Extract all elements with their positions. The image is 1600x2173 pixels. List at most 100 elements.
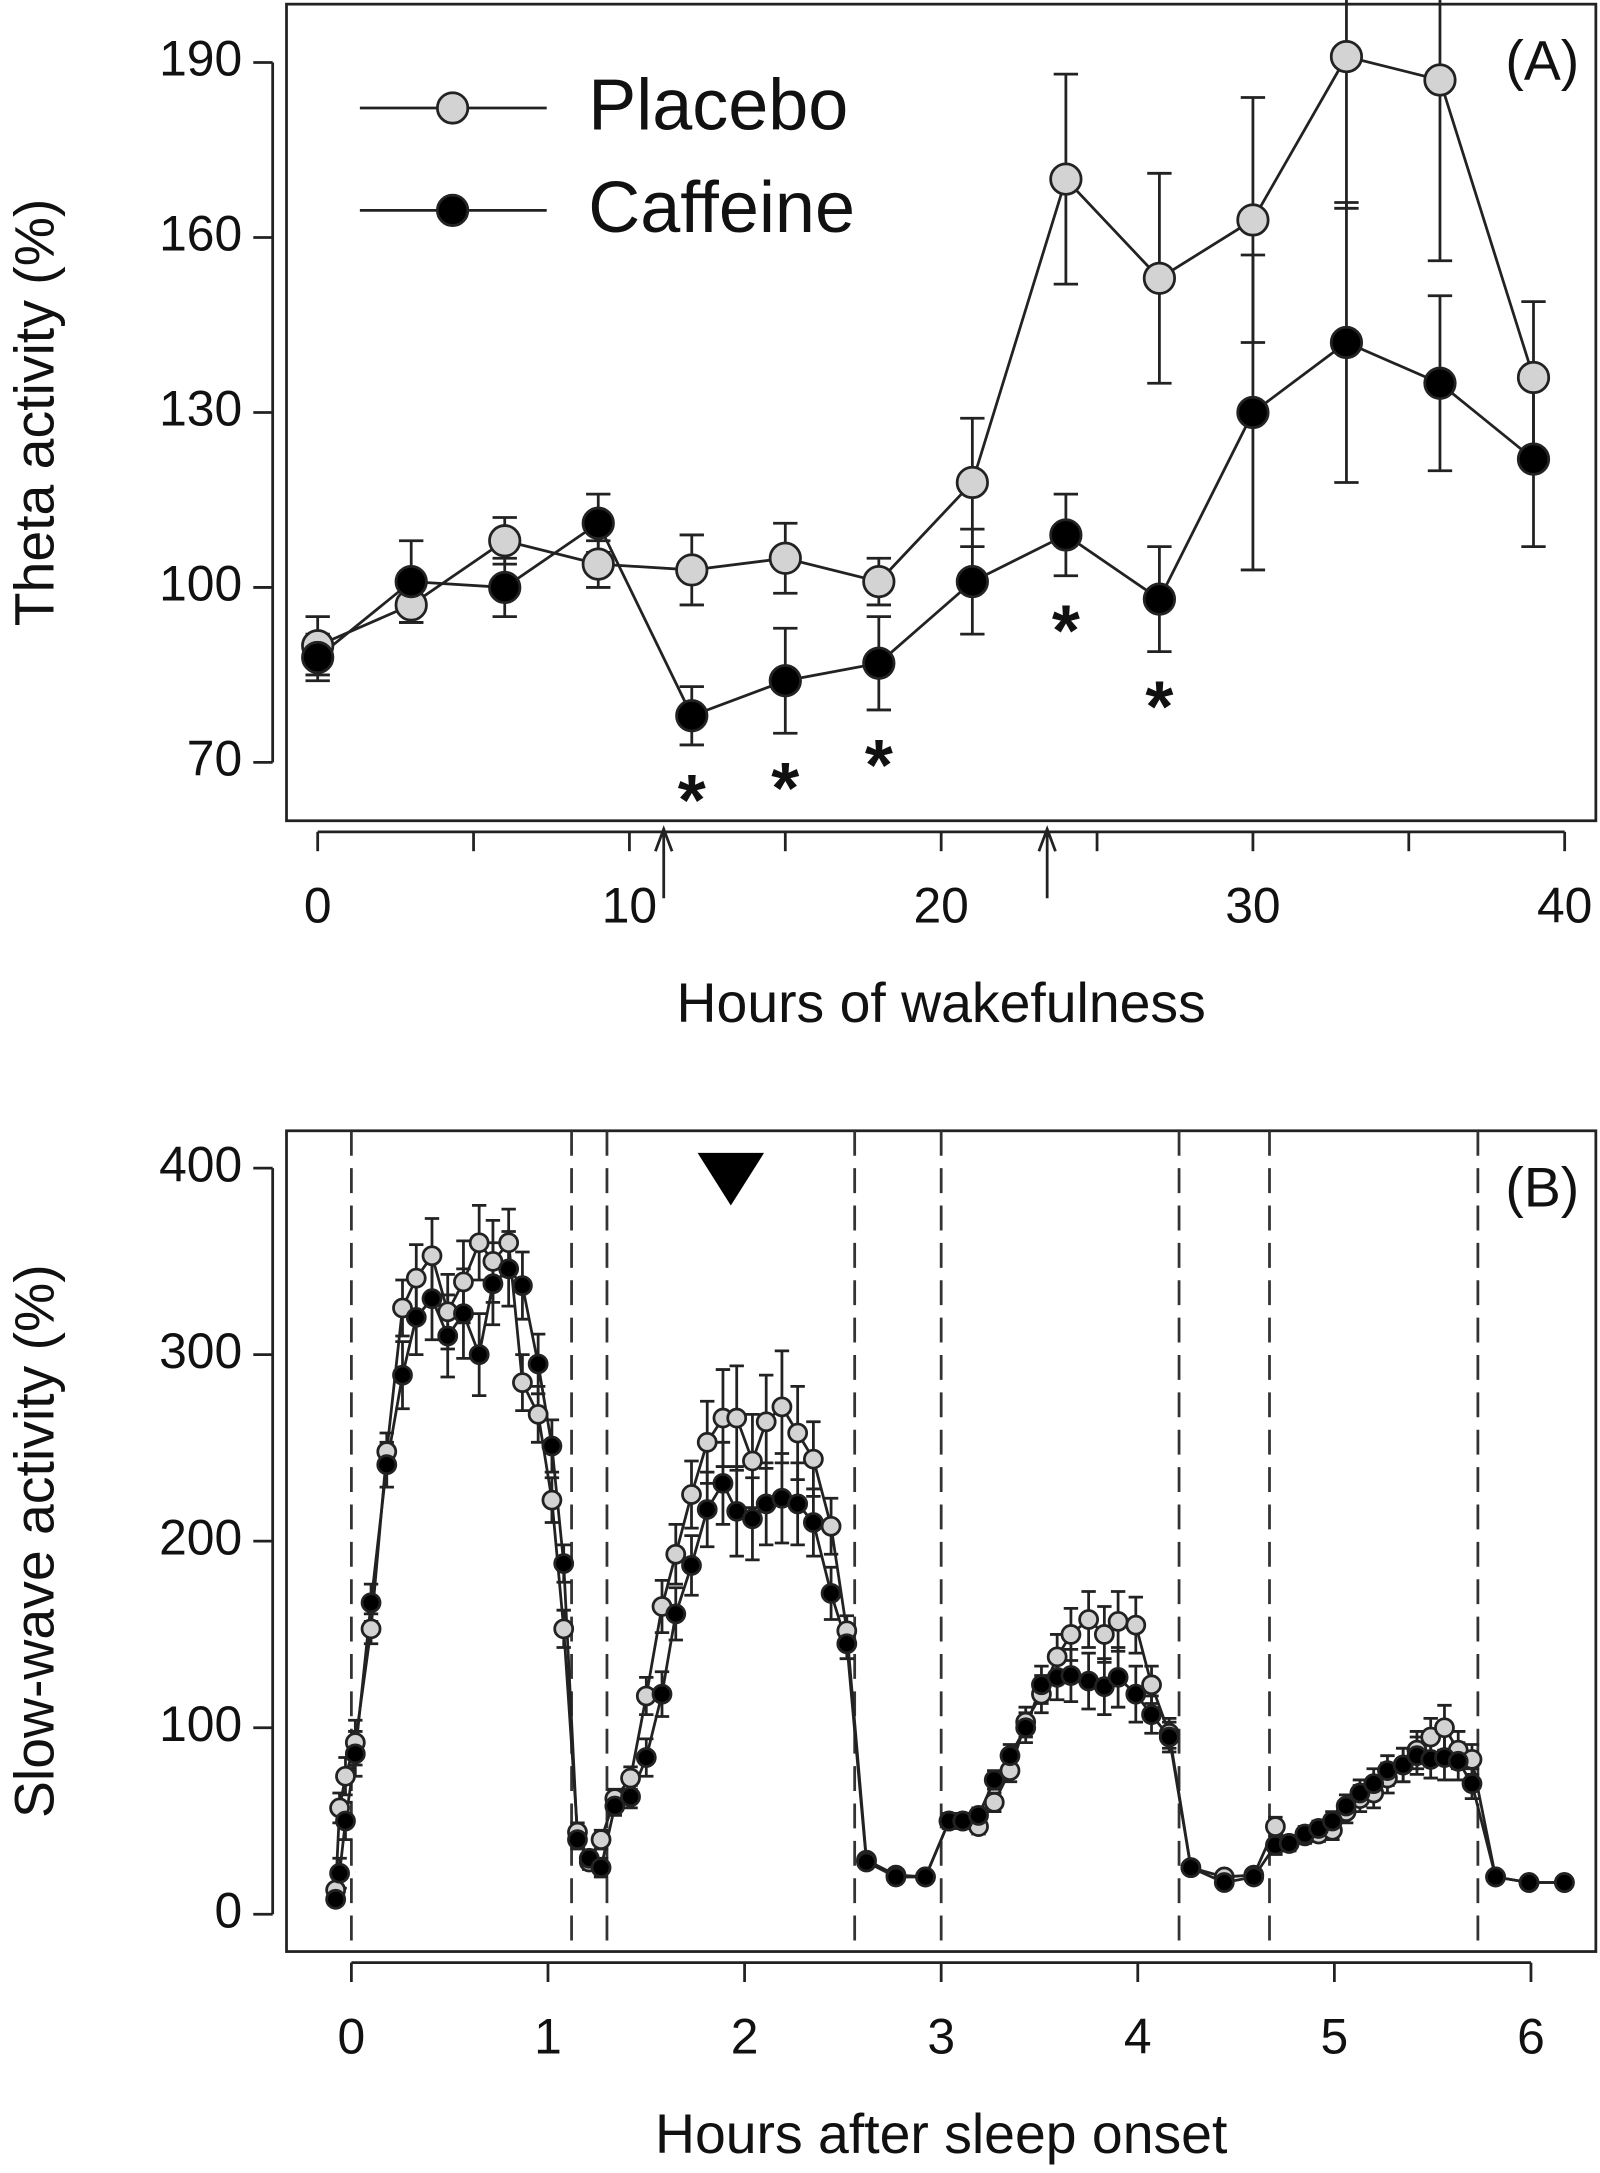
point <box>1329 325 1364 360</box>
point <box>325 1888 347 1910</box>
point <box>1363 1773 1385 1795</box>
point <box>968 1804 989 1826</box>
x-tick-label: 20 <box>913 877 968 933</box>
point <box>1078 1609 1100 1630</box>
point <box>329 1862 350 1884</box>
arrow <box>1037 825 1057 899</box>
panel-label: (B) <box>1505 1156 1579 1218</box>
point <box>1518 1872 1540 1893</box>
point <box>335 1810 356 1832</box>
x-axis-title: Hours of wakefulness <box>677 972 1206 1034</box>
plot-frame <box>285 2 1598 823</box>
point <box>1392 1754 1414 1776</box>
error-bar <box>1427 0 1453 263</box>
point <box>1278 1832 1300 1854</box>
x-tick-label: 10 <box>602 877 657 933</box>
point <box>360 1618 382 1640</box>
point <box>527 1403 549 1425</box>
point <box>635 1747 657 1768</box>
point <box>681 1555 702 1576</box>
x-tick-label: 5 <box>1321 2008 1349 2064</box>
point <box>1180 1857 1202 1878</box>
point <box>468 1232 490 1254</box>
significance-mark: * <box>1145 668 1173 748</box>
x-tick-label: 6 <box>1517 2008 1545 2064</box>
point <box>1015 1717 1037 1739</box>
x-tick-label: 0 <box>338 2008 366 2064</box>
point <box>567 1829 588 1851</box>
point <box>862 564 896 599</box>
point <box>1423 366 1457 400</box>
point <box>1093 1624 1115 1645</box>
point <box>498 1258 520 1280</box>
point <box>468 1344 490 1366</box>
point <box>1461 1773 1483 1795</box>
point <box>681 1484 702 1505</box>
point <box>488 524 522 558</box>
point <box>421 1288 443 1310</box>
point <box>488 570 522 605</box>
point <box>1516 360 1551 395</box>
point <box>675 699 709 733</box>
point <box>437 1325 459 1347</box>
point <box>742 1450 763 1472</box>
significance-mark: * <box>771 749 799 829</box>
y-tick-label: 200 <box>159 1509 242 1565</box>
point <box>1141 1704 1162 1726</box>
point <box>453 1271 474 1293</box>
point <box>392 1364 413 1386</box>
point <box>856 1851 877 1873</box>
point <box>590 1829 612 1851</box>
point <box>651 1683 673 1705</box>
point <box>696 1431 718 1453</box>
x-axis-title: Hours after sleep onset <box>655 2103 1227 2165</box>
point <box>344 1743 366 1765</box>
point <box>1060 1665 1082 1686</box>
point <box>512 1372 533 1393</box>
point <box>1141 1674 1162 1696</box>
error-bar <box>1334 0 1359 210</box>
point <box>541 1435 563 1457</box>
y-tick-label: 70 <box>187 731 242 787</box>
point <box>553 1618 575 1640</box>
significance-mark: * <box>1052 592 1080 672</box>
point <box>787 1422 809 1444</box>
point <box>915 1866 936 1888</box>
point <box>1107 1666 1129 1688</box>
point <box>1265 1816 1286 1837</box>
point <box>768 541 802 575</box>
y-tick-label: 160 <box>159 206 242 262</box>
y-tick-label: 100 <box>159 1696 242 1752</box>
point <box>983 1791 1005 1813</box>
point <box>453 1303 474 1324</box>
point <box>755 1411 777 1433</box>
panel-label: (A) <box>1505 30 1579 92</box>
point <box>421 1245 443 1267</box>
legend-marker <box>435 193 470 227</box>
point <box>1243 1866 1265 1888</box>
x-tick-label: 30 <box>1225 877 1280 933</box>
arrow <box>654 825 674 899</box>
point <box>394 564 428 599</box>
series-line <box>316 340 1535 718</box>
point <box>527 1353 549 1375</box>
point <box>360 1592 382 1614</box>
significance-mark: * <box>678 761 706 841</box>
point <box>768 664 802 698</box>
point <box>1554 1872 1575 1893</box>
point <box>983 1769 1005 1791</box>
point <box>1093 1676 1115 1698</box>
point <box>1049 162 1083 196</box>
point <box>512 1275 533 1296</box>
x-tick-label: 0 <box>304 877 332 933</box>
point <box>1049 518 1083 552</box>
x-tick-label: 4 <box>1124 2008 1152 2064</box>
y-tick-label: 0 <box>214 1882 242 1938</box>
point <box>787 1493 809 1515</box>
point <box>482 1273 504 1295</box>
point <box>405 1306 427 1328</box>
point <box>1213 1872 1235 1893</box>
point <box>1516 442 1551 476</box>
point <box>862 646 896 680</box>
x-tick-label: 3 <box>927 2008 955 2064</box>
